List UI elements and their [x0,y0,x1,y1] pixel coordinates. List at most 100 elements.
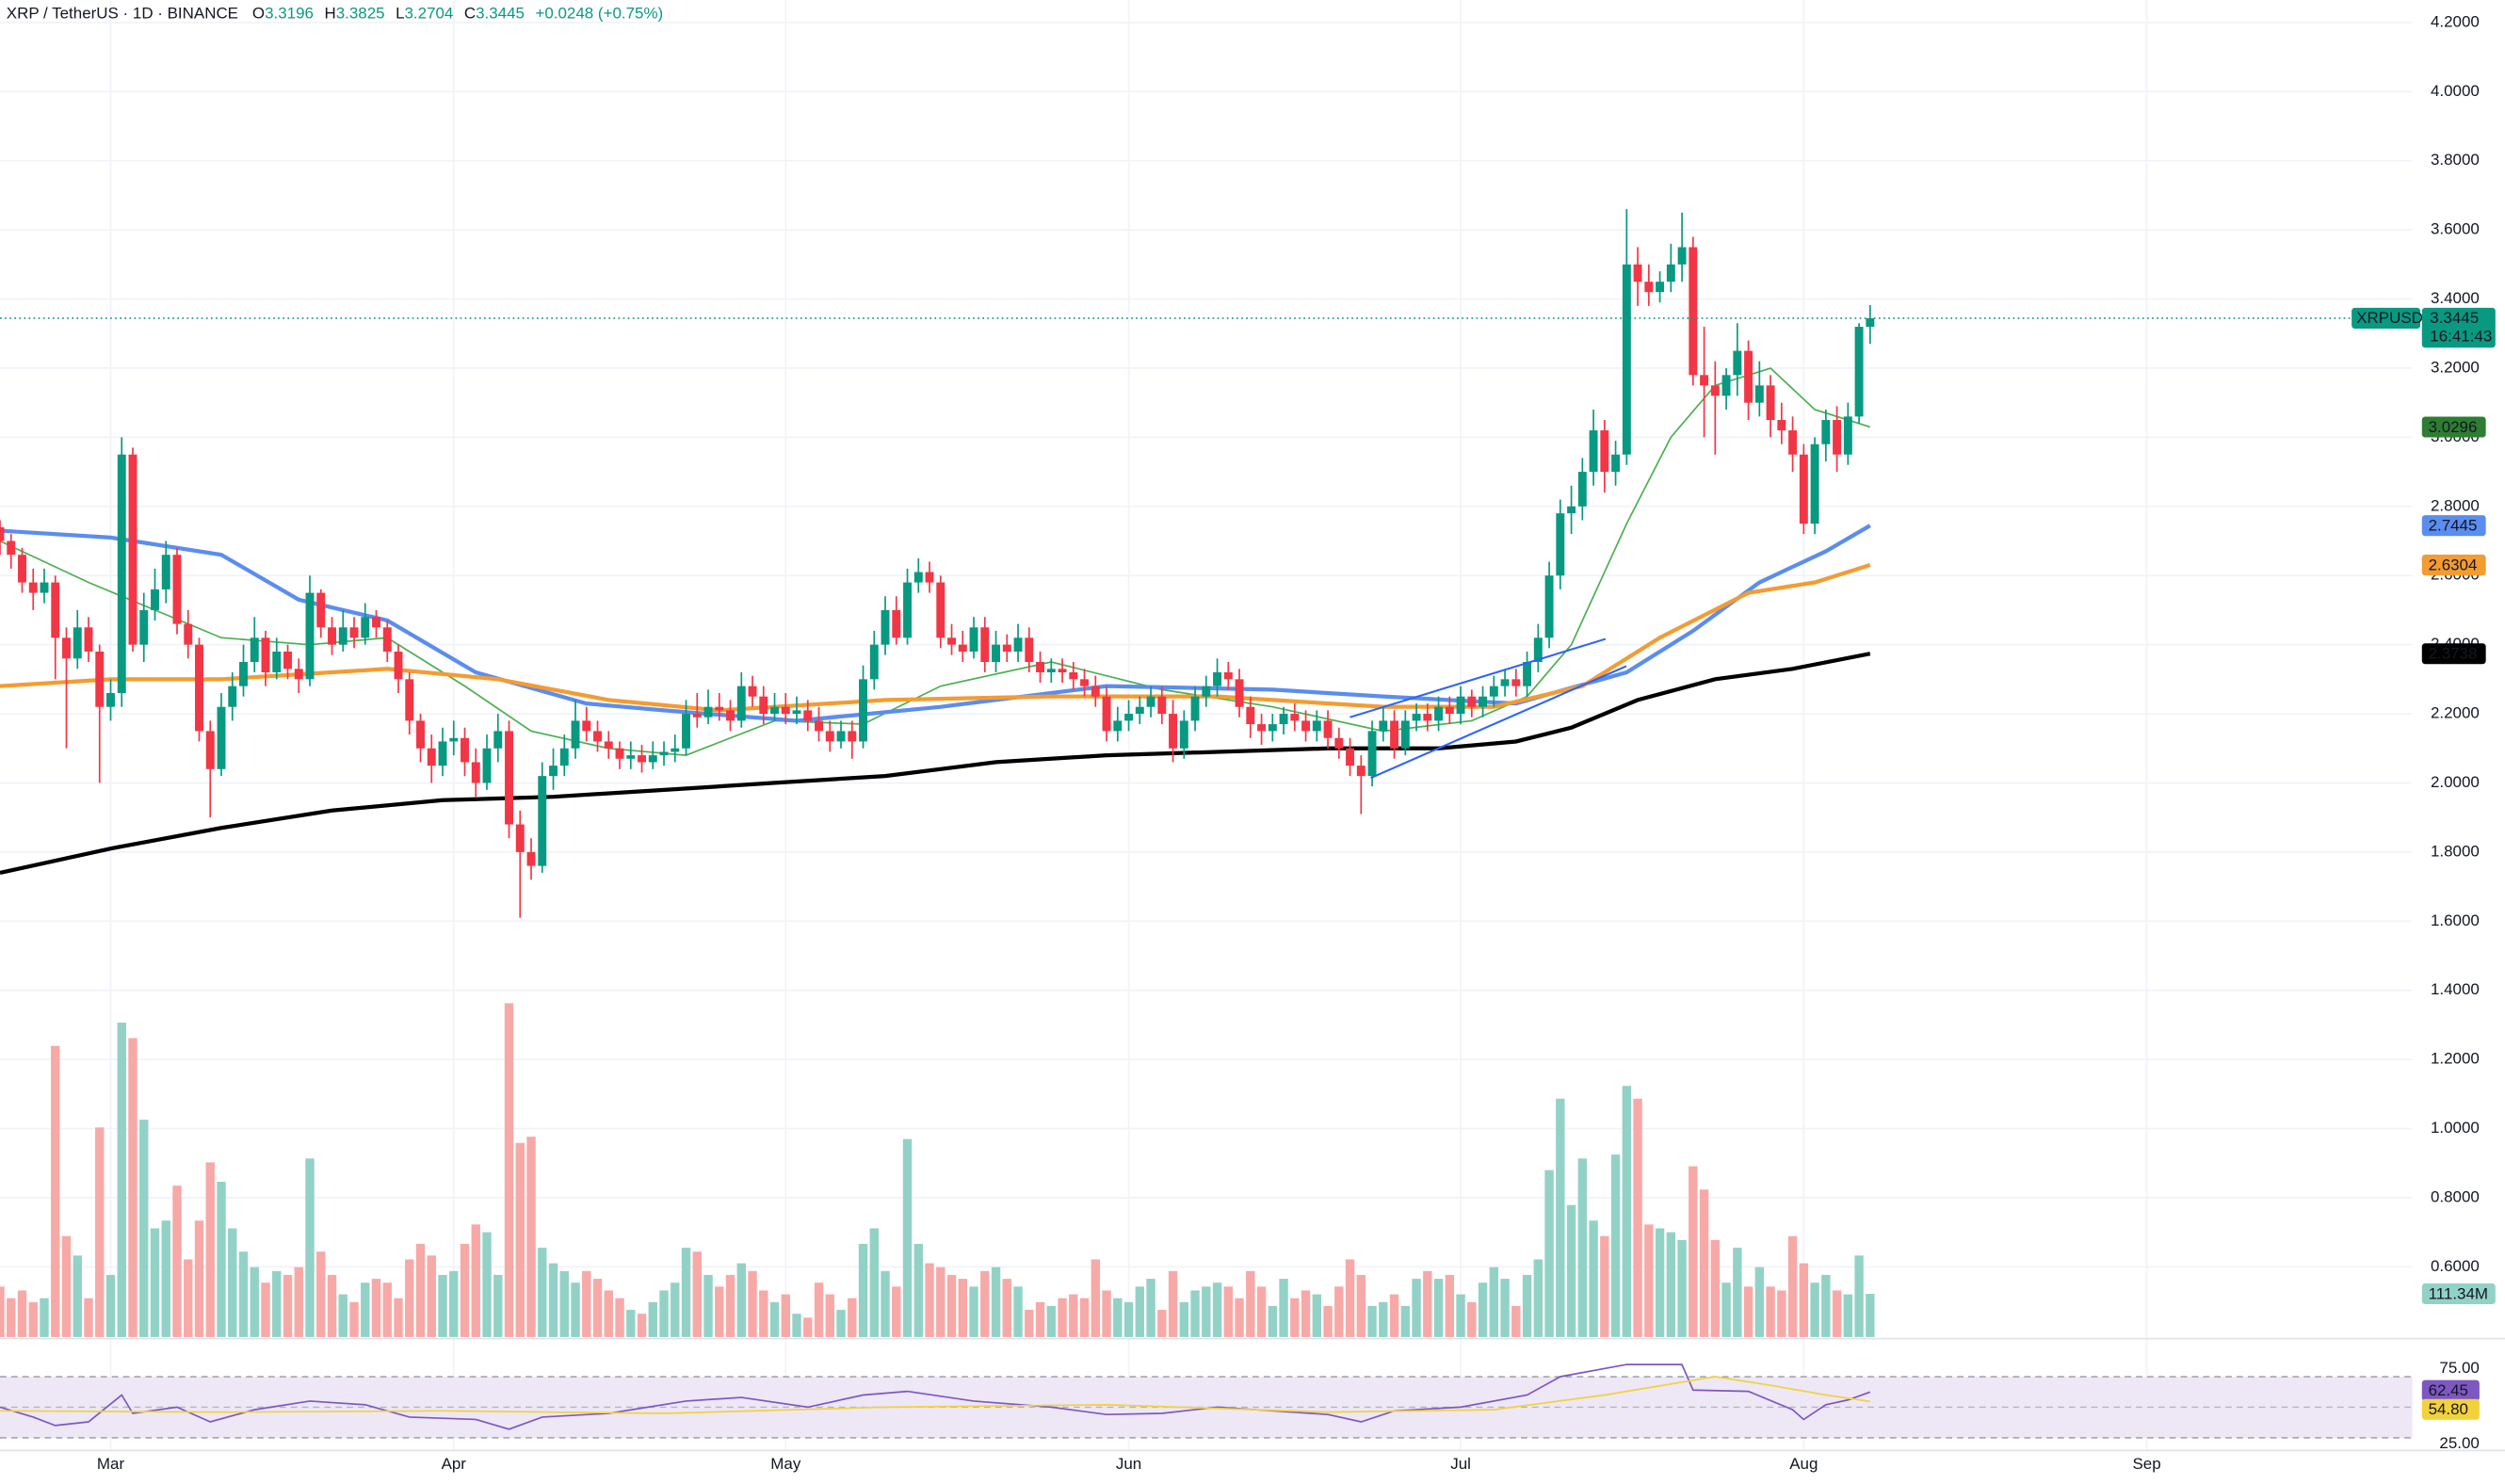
volume-bar [1290,1298,1300,1337]
volume-bar [316,1251,326,1337]
candle-body [1611,454,1621,473]
y-tick-label: 4.0000 [2431,82,2480,100]
candle-body [427,748,436,766]
candle-body [128,454,137,645]
candle-body [438,741,447,766]
candle-body [1833,420,1842,455]
candle-body [1400,720,1410,749]
candle-body [228,686,237,707]
rsi-badge [2421,1379,2480,1401]
moving-averages [0,367,1871,876]
candle-body [1544,575,1554,638]
candle-body [372,617,380,628]
volume-bar [1556,1098,1565,1337]
candle-body [1479,696,1488,707]
trend-lines [1349,637,1627,780]
ohlc-value: 3.3825 [336,5,385,23]
candle-body [416,720,425,749]
volume-bar [1279,1279,1288,1337]
volume-bar [1312,1294,1322,1337]
volume-bar [194,1220,204,1337]
volume-bar [991,1266,1001,1337]
volume-bar [1666,1232,1676,1337]
rsi-line [0,1376,1870,1414]
x-tick-label: Apr [442,1455,467,1473]
candle-body [0,526,5,541]
volume-bar [1025,1310,1034,1337]
volume-bar [1157,1310,1167,1337]
candle-body [881,609,890,645]
candle-body [106,693,115,707]
candle-body [1866,317,1875,328]
volume-bar [1035,1301,1045,1337]
volume-bar [1754,1266,1765,1337]
candle-body [1489,686,1498,697]
volume-bar [936,1266,945,1337]
candle-body [1036,661,1045,673]
candle-body [62,637,71,659]
volume-bar [1743,1286,1754,1337]
candle-body [1456,696,1465,715]
candle-body [305,592,315,680]
volume-bar [1467,1301,1477,1337]
volume-bar [1511,1305,1521,1337]
volume-bar [1212,1282,1222,1337]
ohlc-letter: O [252,5,265,23]
volume-bar [1766,1286,1775,1337]
volume-bar [858,1243,868,1337]
volume-bar [703,1274,713,1337]
volume-bar [1866,1294,1875,1337]
y-tick-label: 3.8000 [2431,151,2480,169]
candle-body [382,627,392,652]
candle-body [184,623,193,645]
volume-bar [327,1274,337,1337]
symbol-badge [2351,307,2421,329]
volume-bar [17,1290,27,1337]
volume-bar [1268,1305,1278,1337]
price-badge-label: 2.7445 [2429,517,2478,535]
volume-bar [415,1243,426,1337]
volume-bar [1456,1294,1465,1337]
rsi-badge-label: 54.80 [2429,1400,2468,1418]
volume-bar [1091,1259,1100,1337]
moving-average [0,367,1871,756]
candle-body [582,720,591,732]
candle-body [250,637,259,662]
ohlc-letter: H [324,5,335,23]
volume-bar [294,1266,303,1337]
candle-body [261,637,270,673]
volume-bar [836,1310,846,1337]
candle-body [1146,696,1156,707]
volume-bar [913,1243,923,1337]
volume-bar [869,1228,879,1337]
countdown: 16:41:43 [2430,328,2492,346]
candle-body [638,755,646,763]
candle-body [1279,714,1288,725]
volume-bar [261,1282,270,1337]
rsi-tick-label: 25.00 [2439,1434,2479,1452]
volume-bar [1345,1259,1355,1337]
candle-body [51,582,60,638]
volume-bar [1478,1282,1488,1337]
volume-bar [1799,1263,1809,1337]
volume-bar [1577,1158,1588,1337]
volume-bar [659,1290,669,1337]
candle-body [1854,327,1864,417]
volume-bar [382,1282,392,1337]
candle-body [40,582,49,593]
candle-body [1213,672,1222,686]
candle-body [1080,679,1090,686]
candle-body [349,627,359,638]
candle-body [316,592,326,628]
candle-body [671,748,680,752]
volume-bar [1633,1098,1642,1337]
volume-bar [1135,1286,1145,1337]
volume-bar [781,1294,790,1337]
volume-bar [1500,1279,1510,1337]
candle-body [338,627,347,645]
trend-line [1349,637,1607,718]
candle-body [1567,506,1576,514]
volume-bar [172,1186,182,1337]
volume-bar [1058,1298,1067,1337]
volume-bar [582,1270,591,1337]
